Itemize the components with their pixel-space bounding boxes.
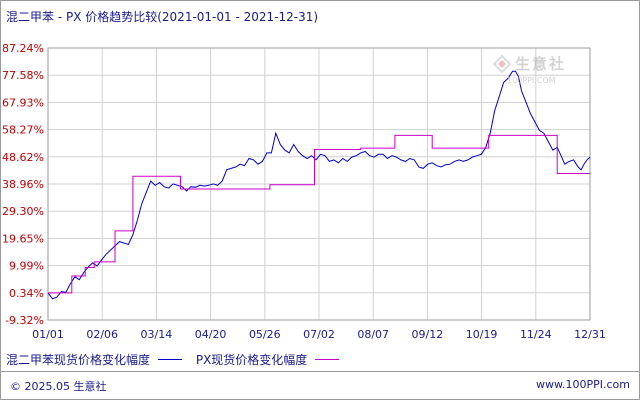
x-tick-label: 11/24 [520,328,552,341]
plot-border [47,47,591,321]
x-tick-label: 01/01 [32,328,64,341]
y-tick-label: 0.34% [9,287,44,300]
x-tick-label: 10/19 [466,328,498,341]
y-tick-label: 67.93% [2,96,44,109]
legend-swatch-series2 [315,359,340,360]
footer-divider [0,371,640,372]
watermark: 生意社 [493,53,566,74]
series-line-2 [48,134,590,294]
legend-item-series1: 混二甲苯现货价格变化幅度 [6,351,183,368]
y-tick-label: 38.96% [2,178,44,191]
y-tick-label: 29.30% [2,205,44,218]
footer-copyright: © 2025.05 生意社 [10,380,107,393]
series-lines [47,70,591,300]
x-axis-ticks: 01/01 02/06 03/14 04/20 05/26 07/02 08/07 09/12… [32,328,606,341]
chart-title: 混二甲苯 - PX 价格趋势比较(2021-01-01 - 2021-12-31… [6,10,319,24]
x-tick-label: 07/02 [303,328,335,341]
footer-site-link[interactable]: www.100PPI.com [536,378,630,391]
series-line-1 [47,70,591,300]
legend-label-series1: 混二甲苯现货价格变化幅度 [6,353,151,367]
y-tick-label: 19.65% [2,232,44,245]
x-tick-label: 03/14 [141,328,173,341]
x-tick-label: 08/07 [357,328,389,341]
y-tick-label: 58.27% [2,124,44,137]
x-tick-label: 09/12 [412,328,444,341]
x-tick-label: 12/31 [574,328,606,341]
legend: 混二甲苯现货价格变化幅度 PX现货价格变化幅度 [6,351,349,368]
x-tick-label: 04/20 [195,328,227,341]
grid-lines [47,47,591,321]
y-tick-label: 87.24% [2,42,44,55]
y-axis-ticks: 87.24% 77.58% 67.93% 58.27% 48.62% 38.96% 29.3… [2,42,44,327]
y-tick-label: -9.32% [5,314,44,327]
legend-label-series2: PX现货价格变化幅度 [195,353,308,367]
legend-swatch-series1 [158,359,183,360]
y-tick-label: 48.62% [2,151,44,164]
watermark-url: 100PPI.COM [507,76,556,85]
x-tick-label: 05/26 [249,328,281,341]
watermark-brand: 生意社 [515,55,567,73]
y-tick-label: 9.99% [9,260,44,273]
x-tick-label: 02/06 [86,328,118,341]
y-tick-label: 77.58% [2,69,44,82]
legend-item-series2: PX现货价格变化幅度 [195,351,340,368]
brand-logo-icon [493,54,511,73]
